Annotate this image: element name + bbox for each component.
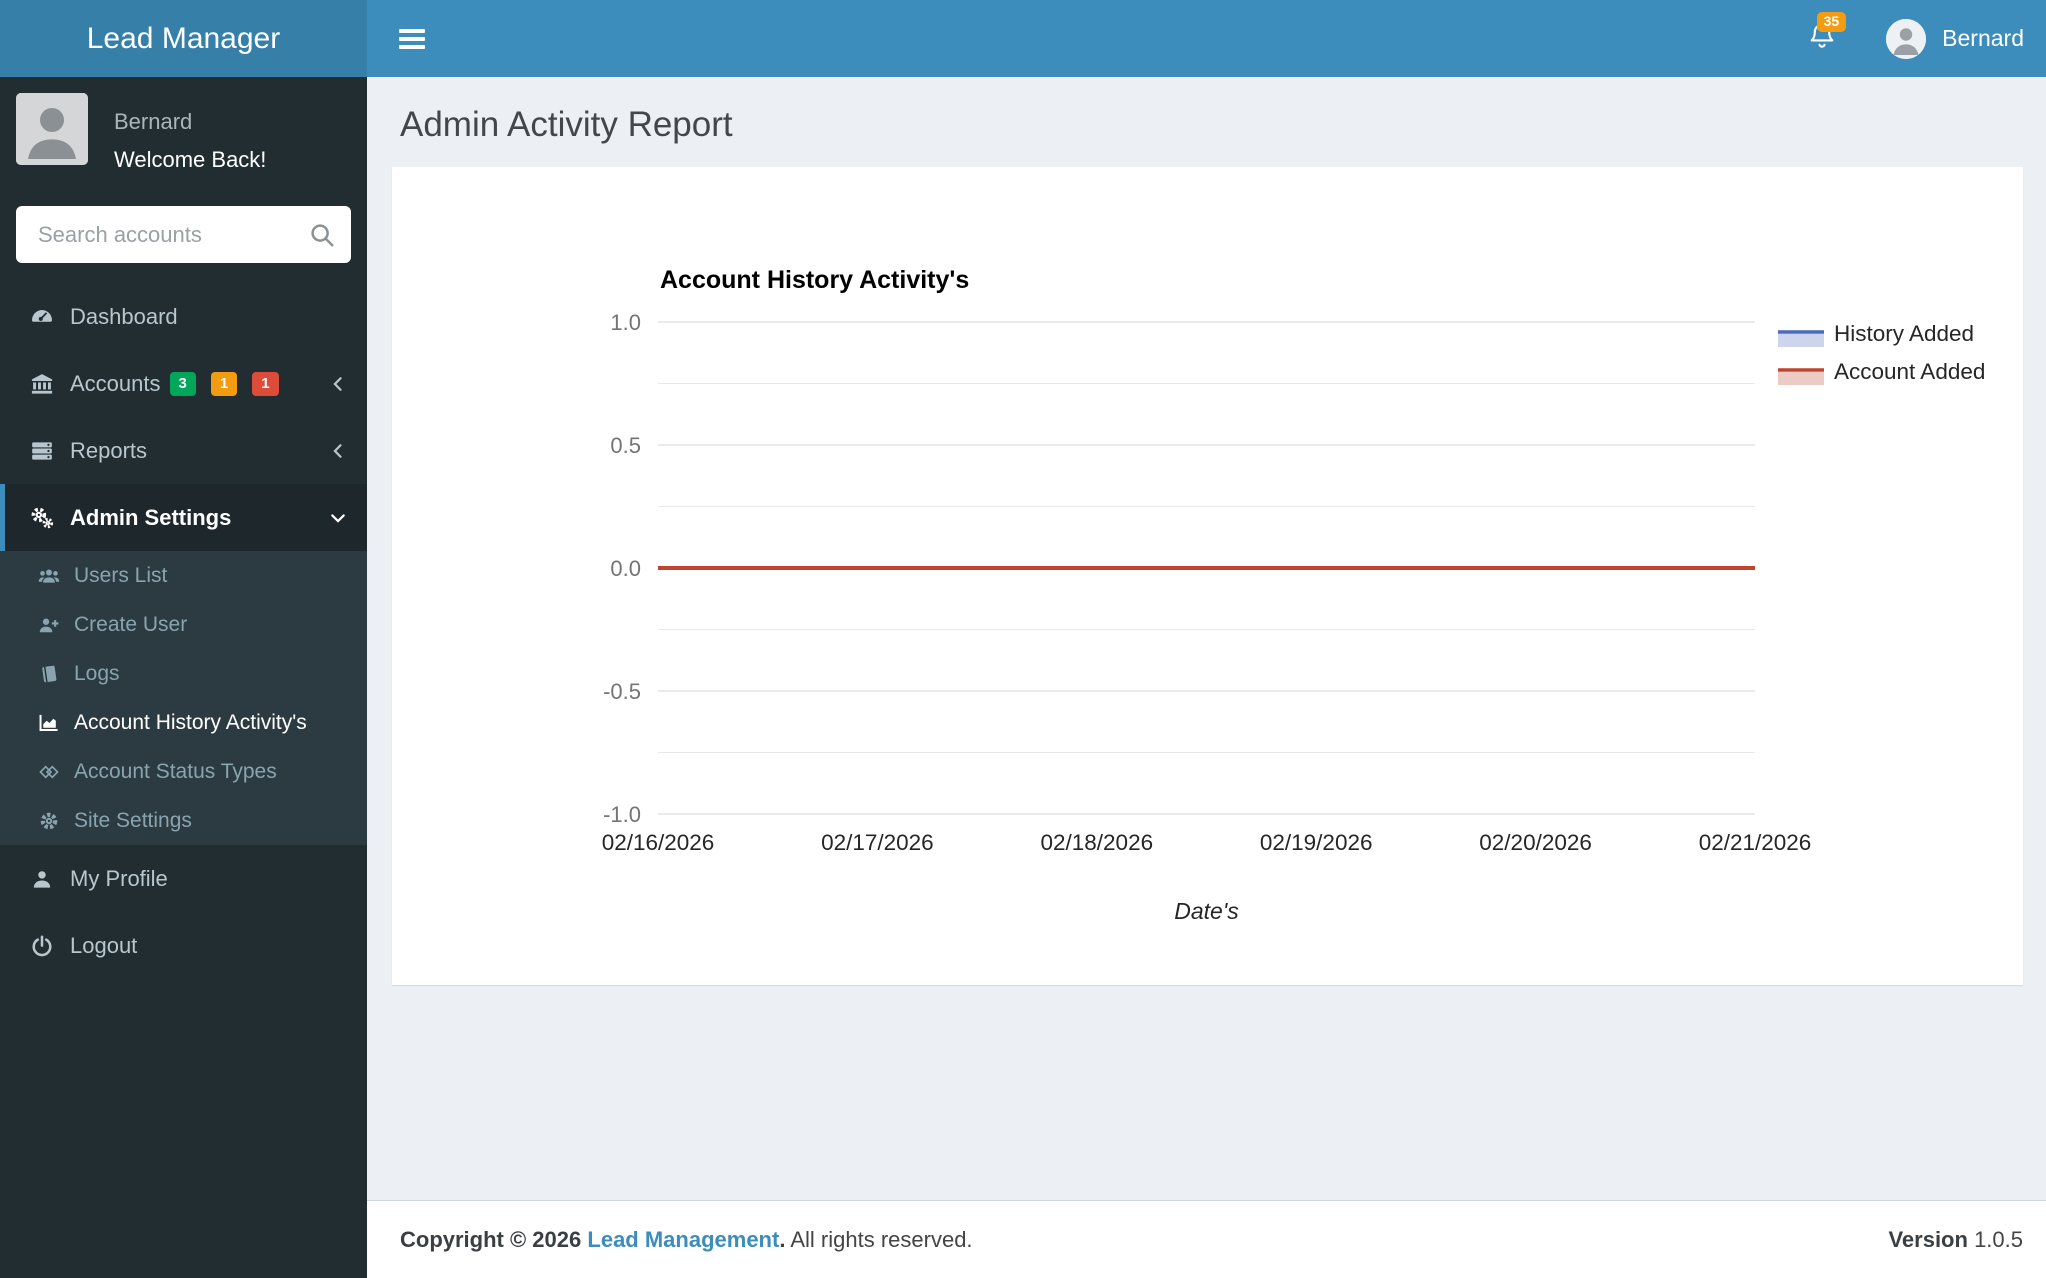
- content-header: Admin Activity Report: [367, 77, 2046, 145]
- sidebar-item-reports[interactable]: Reports: [0, 417, 367, 484]
- notifications-button[interactable]: 35: [1800, 0, 1847, 77]
- gauge-icon: [30, 304, 56, 330]
- y-tick-label: 0.0: [610, 556, 641, 581]
- y-tick-label: -1.0: [603, 802, 641, 827]
- sidebar-item-label: Create User: [74, 612, 188, 636]
- sidebar-item-dashboard[interactable]: Dashboard: [0, 283, 367, 350]
- user-icon: [30, 866, 56, 892]
- sidebar-item-users-list[interactable]: Users List: [0, 551, 367, 600]
- user-avatar-image: [16, 93, 88, 165]
- diamonds-icon: [38, 760, 62, 784]
- top-navbar: Lead Manager 35 Bernard: [0, 0, 2046, 77]
- sidebar-item-label: Account History Activity's: [74, 710, 307, 734]
- sidebar-user-status: Welcome Back!: [114, 147, 267, 172]
- search-input[interactable]: [16, 206, 351, 263]
- hamburger-icon: [399, 28, 425, 33]
- search-icon: [307, 224, 337, 253]
- sidebar-item-admin-settings[interactable]: Admin Settings: [0, 484, 367, 551]
- area-chart-icon: [38, 711, 62, 735]
- sidebar-item-logout[interactable]: Logout: [0, 912, 367, 979]
- book-icon: [38, 662, 62, 686]
- sidebar-item-label: Dashboard: [70, 303, 178, 329]
- sidebar-item-label: Site Settings: [74, 808, 192, 832]
- user-menu-button[interactable]: Bernard: [1886, 0, 2024, 77]
- sidebar-user-name: Bernard: [114, 109, 193, 134]
- x-tick-label: 02/18/2026: [1040, 830, 1153, 855]
- chevron-left-icon: [327, 373, 349, 395]
- activity-chart: Account History Activity's 1.0 0.5 0.0 -0.5 -…: [602, 266, 1986, 924]
- page-title: Admin Activity Report: [400, 105, 733, 144]
- sidebar-item-label: Logs: [74, 661, 120, 685]
- sidebar-item-label: Reports: [70, 437, 148, 463]
- chart-card: Account History Activity's 1.0 0.5 0.0 -0.5 -…: [392, 167, 2023, 985]
- app-logo[interactable]: Lead Manager: [0, 0, 367, 77]
- user-plus-icon: [38, 613, 62, 637]
- sidebar-user-panel: Bernard Welcome Back!: [0, 77, 367, 173]
- x-tick-label: 02/17/2026: [821, 830, 934, 855]
- bank-icon: [30, 371, 56, 397]
- y-tick-label: 1.0: [610, 310, 641, 335]
- sidebar-item-label: Account Status Types: [74, 759, 277, 783]
- sidebar: Bernard Welcome Back! Dashboard Accounts 3…: [0, 77, 367, 1278]
- legend-label: History Added: [1834, 321, 1974, 346]
- version-text: Version 1.0.5: [1888, 1226, 2023, 1252]
- count-badge: 1: [252, 371, 279, 396]
- sidebar-item-accounts[interactable]: Accounts 3 1 1: [0, 350, 367, 417]
- x-tick-label: 02/20/2026: [1479, 830, 1592, 855]
- sidebar-menu: Dashboard Accounts 3 1 1 Reports Admin Setting…: [0, 283, 367, 979]
- brand-link[interactable]: Lead Management: [587, 1226, 780, 1252]
- sidebar-item-site-settings[interactable]: Site Settings: [0, 796, 367, 845]
- sidebar-item-label: Accounts: [70, 370, 161, 396]
- chevron-down-icon: [327, 507, 349, 529]
- sidebar-item-logs[interactable]: Logs: [0, 649, 367, 698]
- x-tick-label: 02/21/2026: [1699, 830, 1812, 855]
- sidebar-item-label: Logout: [70, 932, 138, 958]
- user-avatar-icon: [1886, 18, 1927, 59]
- admin-settings-submenu: Users List Create User Logs Account History…: [0, 551, 367, 845]
- copyright-text: Copyright © 2026 Lead Management. All ri…: [400, 1226, 973, 1252]
- y-tick-label: 0.5: [610, 433, 641, 458]
- sidebar-item-label: My Profile: [70, 865, 168, 891]
- users-icon: [38, 564, 62, 588]
- sidebar-search: [16, 206, 351, 263]
- x-tick-label: 02/19/2026: [1260, 830, 1373, 855]
- notification-badge: 35: [1816, 12, 1847, 32]
- chevron-left-icon: [327, 440, 349, 462]
- footer: Copyright © 2026 Lead Management. All ri…: [367, 1200, 2046, 1278]
- legend-swatch-fill: [1778, 334, 1824, 347]
- main-content: Admin Activity Report Account History Ac…: [367, 77, 2046, 1278]
- navbar-user-name: Bernard: [1942, 25, 2024, 51]
- gears-icon: [30, 505, 56, 531]
- x-axis-label: Date's: [1174, 898, 1239, 924]
- gear-icon: [38, 809, 62, 833]
- x-tick-label: 02/16/2026: [602, 830, 715, 855]
- search-button[interactable]: [307, 220, 337, 250]
- sidebar-toggle-button[interactable]: [399, 0, 445, 77]
- sidebar-item-account-status-types[interactable]: Account Status Types: [0, 747, 367, 796]
- y-tick-label: -0.5: [603, 679, 641, 704]
- server-icon: [30, 438, 56, 464]
- sidebar-item-my-profile[interactable]: My Profile: [0, 845, 367, 912]
- sidebar-item-create-user[interactable]: Create User: [0, 600, 367, 649]
- legend-label: Account Added: [1834, 359, 1985, 384]
- count-badge: 1: [210, 371, 238, 396]
- sidebar-item-label: Admin Settings: [70, 504, 232, 530]
- chart-title: Account History Activity's: [660, 266, 969, 294]
- count-badge: 3: [169, 371, 196, 396]
- power-icon: [30, 933, 56, 959]
- navbar-right: 35 Bernard: [1800, 0, 2024, 77]
- sidebar-item-account-history-activitys[interactable]: Account History Activity's: [0, 698, 367, 747]
- legend-swatch-fill: [1778, 372, 1824, 385]
- sidebar-item-label: Users List: [74, 563, 168, 587]
